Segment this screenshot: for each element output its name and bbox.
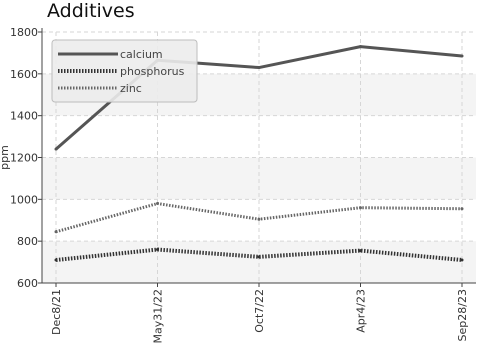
plot-bands (42, 73, 476, 283)
y-tick-label: 1600 (10, 68, 38, 81)
y-tick-label: 1200 (10, 152, 38, 165)
y-tick-label: 1000 (10, 193, 38, 206)
data-point-calcium (460, 54, 464, 58)
x-tick-label: Apr4/23 (355, 289, 368, 333)
legend[interactable]: calcium phosphorus zinc (51, 39, 198, 103)
data-point-phosphorus (54, 258, 58, 262)
data-point-zinc (460, 207, 464, 211)
data-point-zinc (359, 206, 362, 210)
data-point-calcium (54, 147, 58, 151)
data-point-calcium (359, 45, 362, 49)
plot-band (42, 241, 476, 283)
plot-band (42, 157, 476, 200)
data-point-phosphorus (156, 248, 159, 252)
data-point-zinc (54, 230, 58, 234)
data-point-phosphorus (359, 249, 362, 253)
y-tick-label: 800 (17, 235, 38, 248)
y-axis-label: ppm (0, 145, 11, 170)
y-tick-label: 600 (17, 277, 38, 290)
y-tick-label: 1400 (10, 110, 38, 123)
x-tick-label: Dec8/21 (50, 289, 63, 335)
legend-label-calcium: calcium (120, 48, 163, 61)
y-tick-labels: 600 800 1000 1200 1400 1600 1800 (10, 26, 38, 290)
y-tick-label: 1800 (10, 26, 38, 39)
legend-label-phosphorus: phosphorus (120, 65, 185, 78)
x-tick-labels: Dec8/21 May31/22 Oct7/22 Apr4/23 Sep28/23 (50, 289, 469, 343)
axes (38, 28, 476, 287)
data-point-phosphorus (257, 255, 261, 259)
x-tick-label: Oct7/22 (253, 289, 266, 333)
data-point-zinc (156, 202, 159, 206)
x-tick-label: May31/22 (152, 289, 165, 343)
x-tick-label: Sep28/23 (456, 289, 469, 341)
chart-title: Additives (47, 0, 135, 22)
series-line-phosphorus (55, 247, 463, 262)
data-point-zinc (257, 217, 261, 221)
legend-label-zinc: zinc (120, 82, 142, 95)
data-point-calcium (257, 66, 261, 70)
data-point-phosphorus (460, 258, 464, 262)
